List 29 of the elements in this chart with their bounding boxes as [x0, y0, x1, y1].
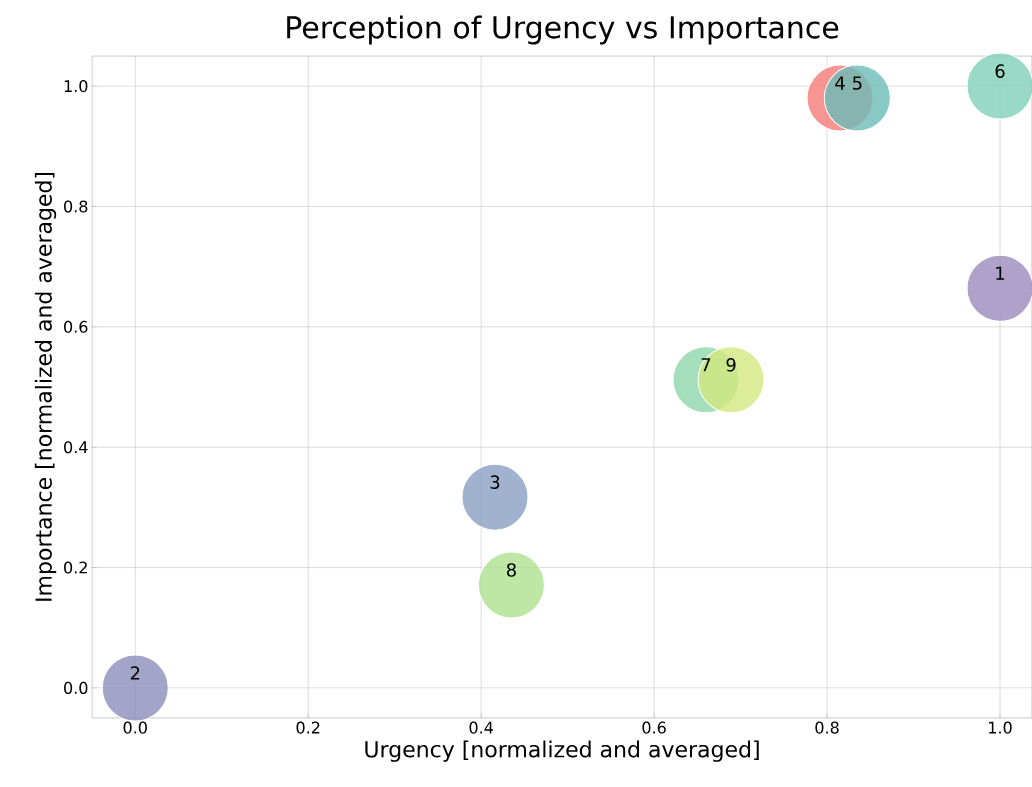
point — [477, 551, 545, 619]
x-tick-label: 0.4 — [469, 721, 493, 734]
y-tick-label: 0.4 — [64, 441, 88, 454]
x-tick-label: 0.0 — [123, 721, 147, 734]
x-tick-label: 1.0 — [989, 721, 1012, 734]
annotation: 8 — [506, 563, 516, 577]
y-tick-label: 0.6 — [64, 320, 88, 333]
y-axis-title: Importance [normalized and averaged] — [34, 172, 57, 601]
y-tick-label: 0.0 — [64, 681, 88, 694]
annotation: 1 — [996, 266, 1005, 280]
annotation: 4 — [835, 76, 845, 90]
annotation: 2 — [130, 666, 140, 680]
point — [461, 463, 529, 531]
x-tick-label: 0.8 — [815, 721, 839, 734]
annotation: 3 — [490, 475, 500, 489]
chart-title: Perception of Urgency vs Importance — [287, 15, 839, 45]
annotation: 9 — [726, 357, 736, 372]
y-tick-label: 0.2 — [64, 561, 87, 574]
x-tick-label: 0.6 — [642, 721, 666, 734]
y-tick-label: 1.0 — [64, 80, 88, 93]
annotation: 6 — [995, 64, 1005, 78]
y-tick-label: 0.8 — [64, 200, 88, 213]
point — [823, 64, 891, 132]
annotation: 5 — [853, 76, 862, 90]
point — [101, 654, 169, 722]
x-tick-label: 0.2 — [296, 721, 320, 734]
x-axis-title: Urgency [normalized and averaged] — [365, 740, 759, 762]
point — [697, 346, 765, 414]
annotation: 7 — [701, 358, 711, 372]
